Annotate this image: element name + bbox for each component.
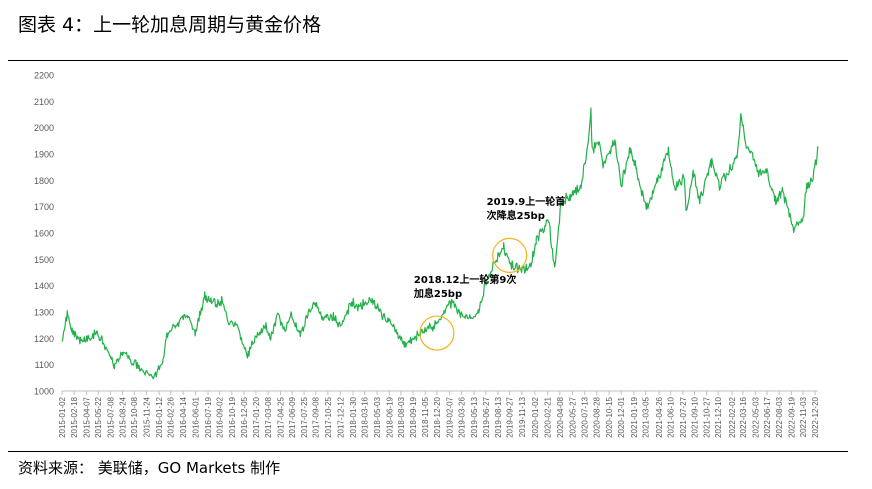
x-tick-label: 2016-10-19: [228, 396, 237, 437]
x-tick-label: 2020-08-28: [593, 396, 602, 437]
annotation-rate-cut-line1: 2019.9上一轮首: [486, 197, 566, 209]
y-tick-label: 1500: [34, 255, 54, 265]
y-tick-label: 2000: [34, 123, 54, 133]
y-tick-label: 1800: [34, 176, 54, 186]
x-tick-label: 2018-03-16: [361, 396, 370, 437]
y-tick-label: 1100: [35, 360, 54, 370]
y-tick-label: 1200: [34, 334, 54, 344]
x-tick-label: 2020-02-21: [544, 396, 553, 437]
x-tick-label: 2015-08-24: [119, 396, 128, 437]
x-tick-label: 2022-12-20: [811, 396, 820, 437]
x-tick-label: 2019-08-13: [494, 396, 503, 437]
top-rule: [8, 60, 848, 61]
annotation-rate-cut-line2: 次降息25bp: [486, 211, 545, 223]
x-tick-label: 2015-07-08: [106, 396, 115, 437]
x-tick-label: 2019-06-27: [482, 396, 491, 437]
x-tick-label: 2022-05-03: [751, 396, 760, 437]
x-tick-label: 2015-10-08: [130, 396, 139, 437]
x-tick-label: 2015-01-02: [58, 396, 67, 437]
x-tick-label: 2016-01-12: [155, 396, 164, 437]
x-tick-label: 2017-09-08: [312, 396, 321, 437]
x-tick-label: 2021-12-10: [714, 396, 723, 437]
x-tick-label: 2018-01-30: [349, 396, 358, 437]
figure-title: 图表 4：上一轮加息周期与黄金价格: [18, 14, 322, 36]
x-tick-label: 2016-09-02: [216, 396, 225, 437]
x-tick-label: 2019-11-13: [518, 396, 527, 437]
x-tick-label: 2021-10-27: [703, 396, 712, 437]
x-tick-label: 2016-04-14: [179, 396, 188, 437]
y-tick-label: 1700: [34, 202, 54, 212]
x-tick-label: 2022-06-17: [763, 396, 772, 437]
plot-area: [61, 107, 819, 380]
x-tick-label: 2021-03-05: [642, 396, 651, 437]
y-tick-label: 1400: [34, 281, 54, 291]
annotation-rate-hike: 2018.12上一轮第9次 加息25bp: [414, 274, 517, 302]
annotation-rate-hike-line1: 2018.12上一轮第9次: [413, 275, 517, 287]
x-tick-label: 2020-07-13: [581, 396, 590, 437]
x-tick-label: 2015-11-24: [142, 396, 151, 437]
x-tick-label: 2018-05-03: [373, 396, 382, 437]
x-tick-label: 2021-06-10: [667, 396, 676, 437]
bottom-rule: [8, 451, 848, 452]
y-tick-label: 2200: [34, 71, 54, 81]
x-tick-label: 2019-09-27: [506, 396, 515, 437]
x-tick-label: 2022-08-03: [775, 396, 784, 437]
annotation-circles: [419, 237, 528, 351]
x-tick-label: 2018-08-03: [397, 396, 406, 437]
x-tick-label: 2017-01-20: [252, 396, 261, 437]
x-tick-label: 2016-07-19: [204, 396, 213, 437]
source-note: 资料来源： 美联储，GO Markets 制作: [18, 459, 281, 477]
x-tick-label: 2018-11-05: [421, 396, 430, 437]
rate-hike-circle: [419, 315, 455, 351]
x-tick-label: 2021-01-19: [630, 396, 639, 437]
x-tick-label: 2018-06-19: [385, 396, 394, 437]
x-tick-label: 2022-02-02: [728, 396, 737, 437]
x-tick-label: 2020-01-02: [531, 396, 540, 437]
x-tick-label: 2022-03-16: [739, 396, 748, 437]
y-tick-label: 2100: [34, 97, 54, 107]
x-tick-label: 2015-02-18: [70, 396, 79, 437]
x-tick-label: 2022-11-03: [799, 396, 808, 437]
y-axis: 1000 1100 1200 1300 1400 1500 1600 1700 1800 1900…: [34, 71, 54, 397]
rate-cut-circle: [492, 237, 528, 273]
x-tick-label: 2016-12-05: [240, 396, 249, 437]
x-tick-label: 2020-10-15: [605, 396, 614, 437]
x-tick-label: 2021-09-10: [691, 396, 700, 437]
x-tick-label: 2017-03-08: [264, 396, 273, 437]
x-tick-label: 2022-09-19: [787, 396, 796, 437]
x-tick-label: 2017-07-25: [300, 396, 309, 437]
x-tick-label: 2015-04-07: [83, 396, 92, 437]
x-tick-label: 2021-04-26: [655, 396, 664, 437]
x-tick-label: 2016-02-26: [167, 396, 176, 437]
x-tick-label: 2019-02-07: [446, 396, 455, 437]
x-tick-label: 2016-06-01: [192, 396, 201, 437]
gold-price-series-line: [61, 107, 819, 380]
y-tick-label: 1600: [34, 229, 54, 239]
x-tick-label: 2017-10-25: [324, 396, 333, 437]
x-tick-label: 2018-12-20: [433, 396, 442, 437]
x-tick-label: 2020-04-08: [556, 396, 565, 437]
x-tick-label: 2015-05-22: [94, 396, 103, 437]
x-axis: 2015-01-02 2015-02-18 2015-04-07 2015-05-22…: [58, 390, 820, 438]
x-tick-label: 2017-12-12: [336, 396, 345, 437]
annotation-rate-cut: 2019.9上一轮首 次降息25bp: [487, 196, 566, 224]
x-tick-label: 2020-05-27: [569, 396, 578, 437]
annotation-rate-hike-line2: 加息25bp: [413, 289, 463, 301]
y-tick-label: 1300: [34, 308, 54, 318]
x-tick-label: 2021-07-27: [679, 396, 688, 437]
y-tick-label: 1900: [34, 150, 54, 160]
y-tick-label: 1000: [34, 387, 54, 397]
x-tick-label: 2017-06-09: [288, 396, 297, 437]
x-tick-label: 2019-05-13: [470, 396, 479, 437]
x-tick-label: 2018-09-19: [409, 396, 418, 437]
x-tick-label: 2020-12-01: [617, 396, 626, 437]
x-tick-label: 2019-03-26: [458, 396, 467, 437]
x-tick-label: 2017-04-25: [277, 396, 286, 437]
